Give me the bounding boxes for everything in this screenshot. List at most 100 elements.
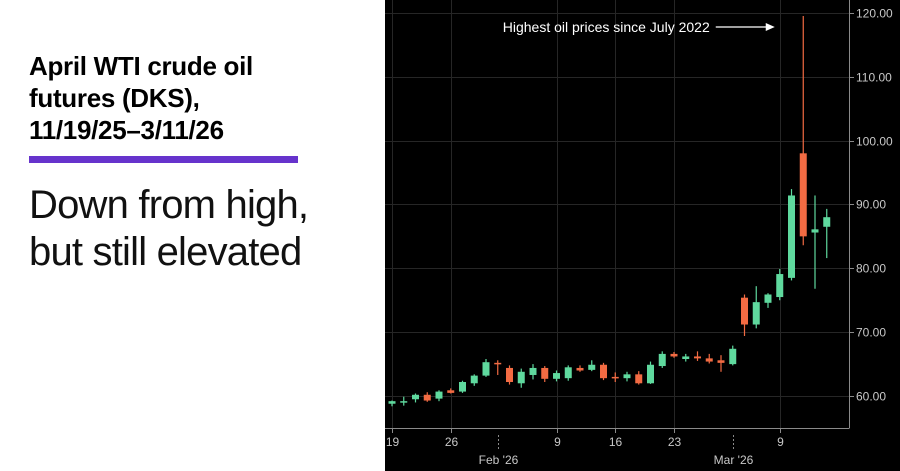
candle xyxy=(776,268,784,301)
title-accent-rule xyxy=(29,156,298,163)
candle xyxy=(788,189,795,281)
y-tick-label: 110.00 xyxy=(856,71,892,85)
candle-body xyxy=(799,153,807,237)
candle xyxy=(588,360,596,372)
candles xyxy=(388,15,831,407)
chart-subtitle-line-2: but still elevated xyxy=(29,230,302,274)
candle xyxy=(400,396,408,406)
annotation-arrow-head xyxy=(765,23,775,31)
candle-body xyxy=(470,375,478,384)
candle xyxy=(435,390,443,402)
candle xyxy=(658,351,666,368)
y-tick-label: 90.00 xyxy=(856,198,886,212)
candle xyxy=(412,393,419,403)
candle-body xyxy=(670,353,678,357)
candle xyxy=(647,361,654,384)
candle-body xyxy=(435,391,443,399)
candle-body xyxy=(494,362,502,365)
candle xyxy=(729,345,737,366)
candle-body xyxy=(400,401,408,403)
chart-subtitle-line-1: Down from high, xyxy=(29,183,309,227)
candle xyxy=(506,365,513,385)
x-axis: 19 26 9 16 23 9 Feb '26 Mar '26 xyxy=(386,428,784,467)
y-tick-label: 120.00 xyxy=(856,7,893,21)
candle-body xyxy=(729,348,737,365)
candle xyxy=(764,293,772,308)
candle xyxy=(576,365,584,372)
candle-body xyxy=(412,394,419,400)
candle xyxy=(600,362,607,381)
chart-title: April WTI crude oil futures (DKS), 11/19… xyxy=(29,50,369,146)
candle xyxy=(623,371,631,382)
candle-body xyxy=(600,364,607,379)
candle xyxy=(447,388,455,394)
y-tick-label: 80.00 xyxy=(856,262,886,276)
candle xyxy=(752,286,760,329)
x-tick-label: 9 xyxy=(777,435,784,449)
candle xyxy=(705,353,713,364)
annotation-text: Highest oil prices since July 2022 xyxy=(503,19,710,35)
candle-body xyxy=(447,390,455,393)
chart-background xyxy=(385,0,900,471)
candle-body xyxy=(611,376,619,379)
candle xyxy=(682,353,690,362)
candle xyxy=(670,351,678,358)
candle-body xyxy=(764,294,772,303)
candle-body xyxy=(517,371,525,384)
candle xyxy=(459,380,466,393)
candle xyxy=(494,360,502,375)
y-tick-label: 70.00 xyxy=(856,326,886,340)
candle-body xyxy=(658,353,666,367)
candle-body xyxy=(682,356,690,360)
candle-body xyxy=(717,360,725,363)
candle-body xyxy=(564,367,572,379)
candle xyxy=(741,294,748,337)
chart-title-line-1: April WTI crude oil xyxy=(29,51,253,81)
candle xyxy=(553,370,560,382)
candle xyxy=(694,351,701,361)
candle xyxy=(611,372,619,383)
candle-body xyxy=(752,302,760,325)
candle xyxy=(823,208,831,259)
candle-body xyxy=(588,364,596,370)
candle xyxy=(717,355,725,372)
title-panel: April WTI crude oil futures (DKS), 11/19… xyxy=(0,0,385,471)
candle-body xyxy=(388,401,396,404)
candle-body xyxy=(647,364,654,384)
candle-body xyxy=(576,367,584,371)
candle-body xyxy=(741,297,748,325)
annotation: Highest oil prices since July 2022 xyxy=(503,19,775,35)
gridlines xyxy=(385,0,849,428)
x-tick-label: 19 xyxy=(386,435,400,449)
candle xyxy=(482,359,490,377)
candle-body xyxy=(705,358,713,362)
x-tick-label: 9 xyxy=(554,435,561,449)
x-month-label: Mar '26 xyxy=(714,453,754,467)
candle xyxy=(635,371,643,385)
candle-body xyxy=(423,394,431,401)
candle xyxy=(388,400,396,407)
candle-body xyxy=(529,367,537,375)
candle-body xyxy=(694,356,701,359)
candle-body xyxy=(776,274,784,298)
candlestick-chart: 60.00 70.00 80.00 90.00 100.00 110.00 120.00 1… xyxy=(385,0,900,471)
y-tick-label: 100.00 xyxy=(856,135,893,149)
x-tick-label: 16 xyxy=(609,435,623,449)
candle-body xyxy=(788,195,795,278)
candle-body xyxy=(811,229,819,233)
candle-body xyxy=(506,367,513,383)
chart-title-line-2: futures (DKS), xyxy=(29,83,200,113)
chart-title-line-3: 11/19/25–3/11/26 xyxy=(29,115,224,145)
chart-subtitle: Down from high, but still elevated xyxy=(29,182,379,276)
candle-body xyxy=(541,367,549,379)
y-tick-label: 60.00 xyxy=(856,390,886,404)
candle-body xyxy=(482,362,490,376)
candle xyxy=(564,365,572,381)
candle xyxy=(470,374,478,386)
candle-body xyxy=(459,382,466,392)
candle xyxy=(541,366,549,383)
candle-body xyxy=(635,374,643,384)
candle xyxy=(423,392,431,402)
candle-body xyxy=(823,217,831,227)
